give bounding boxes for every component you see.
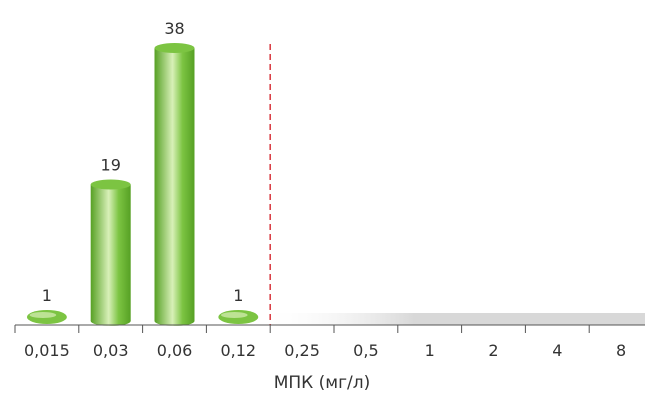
floor-band: [260, 313, 645, 325]
x-axis-label: МПК (мг/л): [274, 373, 371, 392]
x-tick-label: 0,03: [93, 341, 129, 360]
x-tick-label: 1: [425, 341, 435, 360]
bar-cap: [154, 43, 195, 53]
data-label: 38: [164, 19, 184, 38]
x-tick-label: 0,25: [284, 341, 320, 360]
x-axis: [14, 324, 645, 333]
bar-base: [90, 316, 131, 326]
x-tick-label: 0,015: [24, 341, 70, 360]
bar-cap: [90, 179, 131, 190]
x-tick-label: 0,06: [157, 341, 193, 360]
bar: [154, 48, 195, 321]
bar: [90, 184, 131, 321]
x-tick-label: 0,5: [353, 341, 378, 360]
bar-base: [154, 316, 195, 326]
floor-band-rect: [260, 313, 645, 325]
data-labels: 1 19 38 1: [42, 19, 244, 305]
x-tick-label: 8: [616, 341, 626, 360]
x-tick-label: 2: [488, 341, 498, 360]
x-tick-label: 0,12: [220, 341, 256, 360]
data-label: 19: [101, 156, 121, 175]
data-label: 1: [42, 286, 52, 305]
x-tick-label: 4: [552, 341, 562, 360]
bars: [26, 43, 259, 326]
bar-highlight: [29, 312, 57, 318]
bar-highlight: [220, 312, 248, 318]
data-label: 1: [233, 286, 243, 305]
x-tick-labels: 0,015 0,03 0,06 0,12 0,25 0,5 1 2 4 8: [24, 341, 626, 360]
